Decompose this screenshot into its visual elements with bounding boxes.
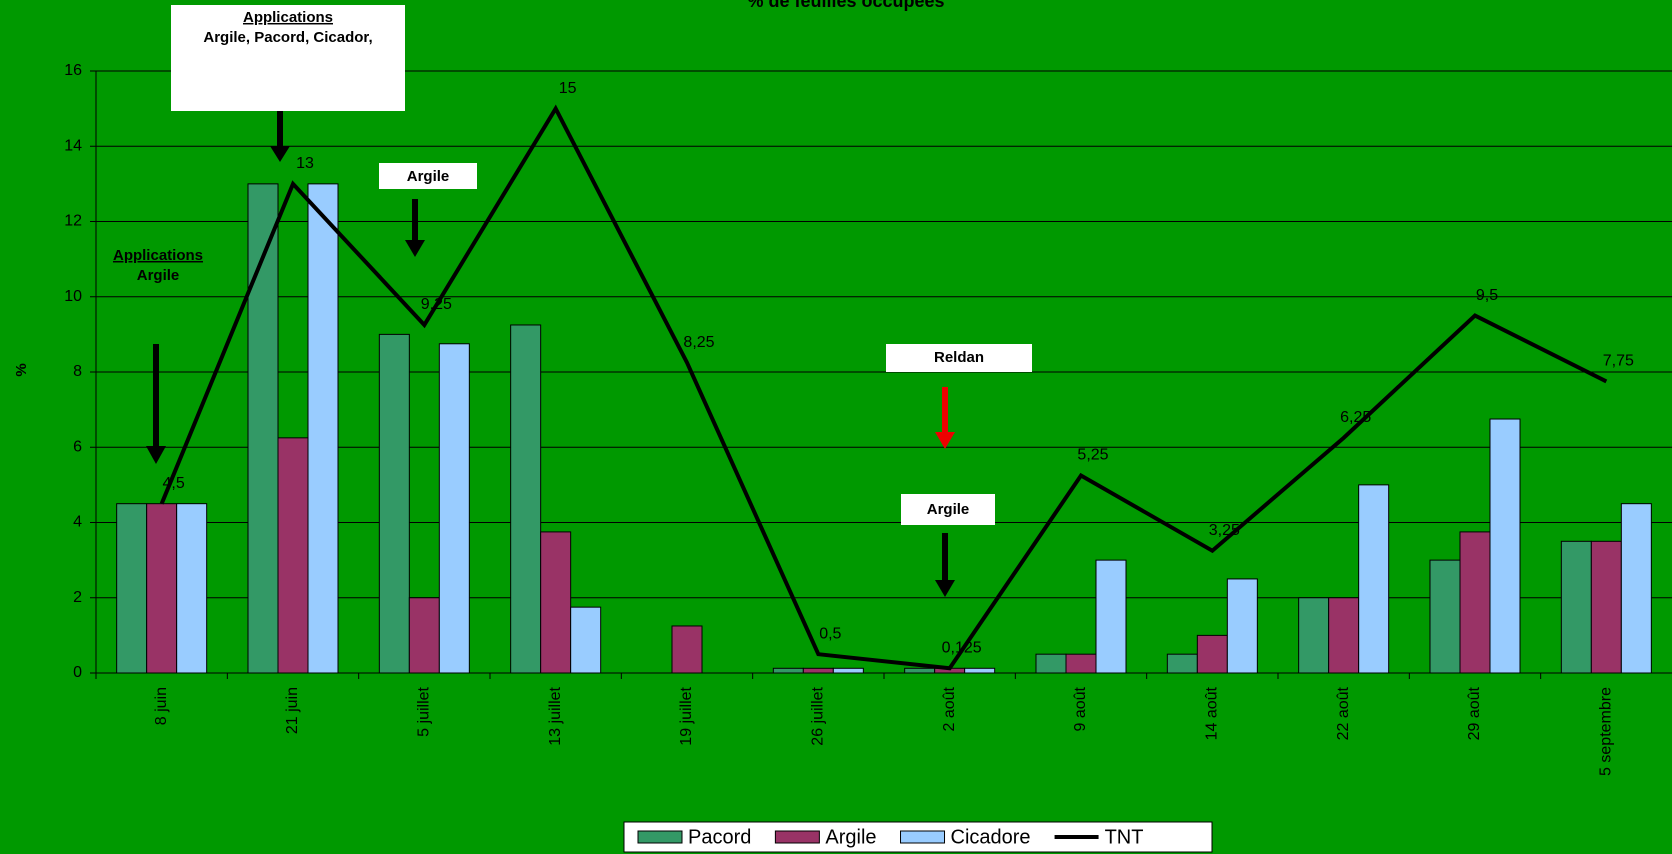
x-tick-label: 2 août [941, 686, 958, 731]
arrow-head [270, 146, 290, 162]
annotation-text: Argile [407, 168, 450, 185]
bar [277, 437, 309, 674]
arrow-head [405, 240, 425, 257]
bar [1358, 484, 1390, 674]
bar [540, 531, 572, 674]
bar [1298, 597, 1330, 674]
y-tick-label: 10 [64, 288, 82, 305]
bar [116, 503, 148, 674]
arrow-head [146, 446, 166, 464]
data-label: 8,25 [683, 334, 714, 351]
data-label: 13 [296, 155, 314, 172]
x-tick-label: 22 août [1335, 686, 1352, 740]
marks: 4,5 13 9,25 15 8,25 0,5 0,125 5,25 3,25 6,25 9,5 7,… [116, 80, 1652, 674]
bar [1459, 531, 1491, 674]
bar [1226, 578, 1258, 674]
data-label: 3,25 [1209, 522, 1240, 539]
bar [1328, 597, 1360, 674]
data-label: 9,25 [421, 296, 452, 313]
y-tick-label: 4 [73, 514, 82, 531]
x-tick-label: 9 août [1072, 686, 1089, 731]
data-label: 0,5 [819, 625, 841, 642]
chart-title: % de feuilles occupées [747, 0, 944, 11]
bar [307, 183, 339, 674]
data-label: 15 [559, 80, 577, 97]
bar [146, 503, 178, 674]
annotation-box [886, 344, 1032, 372]
bar [438, 343, 470, 674]
bar [1489, 418, 1521, 674]
bar [1196, 634, 1228, 674]
bar [378, 333, 410, 674]
bar [1166, 653, 1198, 674]
line [159, 104, 1608, 671]
annotation-heading: Applications [243, 9, 333, 26]
y-tick-label: 8 [73, 363, 82, 380]
bar [1620, 503, 1652, 674]
annotations: Applications Argile, Pacord, Cicador, Ap… [113, 5, 1032, 597]
bar [802, 667, 834, 674]
y-tick-label: 16 [64, 62, 82, 79]
data-label: 4,5 [163, 475, 185, 492]
bar [671, 625, 703, 674]
bar [176, 503, 208, 674]
legend-label: Pacord [688, 826, 751, 848]
x-tick-label: 5 septembre [1598, 687, 1615, 776]
legend-swatch [774, 830, 820, 844]
arrow-head [935, 432, 955, 449]
annotation-text: Argile [137, 267, 180, 284]
data-label: 5,25 [1077, 447, 1108, 464]
y-tick-label: 2 [73, 589, 82, 606]
bar [1560, 540, 1592, 674]
annotation-text: Reldan [934, 349, 984, 366]
bar [1035, 653, 1067, 674]
bar [510, 324, 542, 674]
y-tick-label: 12 [64, 213, 82, 230]
data-label: 9,5 [1476, 287, 1498, 304]
bar [408, 597, 440, 674]
data-label: 7,75 [1603, 353, 1634, 370]
legend-label: TNT [1105, 826, 1144, 848]
bar [1590, 540, 1622, 674]
bar [1095, 559, 1127, 674]
annotation-box [171, 5, 405, 111]
annotation-box [901, 494, 995, 525]
x-tick-label: 19 juillet [678, 686, 695, 745]
y-tick-label: 0 [73, 664, 82, 681]
y-tick-label: 6 [73, 438, 82, 455]
x-tick-label: 21 juin [284, 687, 301, 734]
bar [964, 667, 996, 674]
annotation-text: Argile [927, 501, 970, 518]
x-tick-label: 13 juillet [547, 686, 564, 745]
data-label: 0,125 [942, 640, 982, 657]
x-tick-label: 26 juillet [810, 686, 827, 745]
bar [570, 606, 602, 674]
bar [772, 667, 804, 674]
annotation-heading: Applications [113, 247, 203, 264]
bar [1429, 559, 1461, 674]
annotation-box [379, 163, 477, 189]
legend-swatch [637, 830, 683, 844]
legend-swatch [900, 830, 946, 844]
bar [247, 183, 279, 674]
x-tick-label: 14 août [1204, 686, 1221, 740]
bar [832, 667, 864, 674]
x-tick-label: 29 août [1466, 686, 1483, 740]
bar [904, 667, 936, 674]
x-tick-label: 5 juillet [416, 686, 433, 736]
annotation-text: Argile, Pacord, Cicador, [203, 29, 372, 46]
data-label: 6,25 [1340, 409, 1371, 426]
y-axis-label: % [13, 363, 30, 376]
y-tick-label: 14 [64, 137, 82, 154]
x-tick-label: 8 juin [153, 687, 170, 725]
bar [1065, 653, 1097, 674]
legend-label: Cicadore [951, 826, 1031, 848]
legend-label: Argile [825, 826, 876, 848]
arrow-head [935, 580, 955, 597]
